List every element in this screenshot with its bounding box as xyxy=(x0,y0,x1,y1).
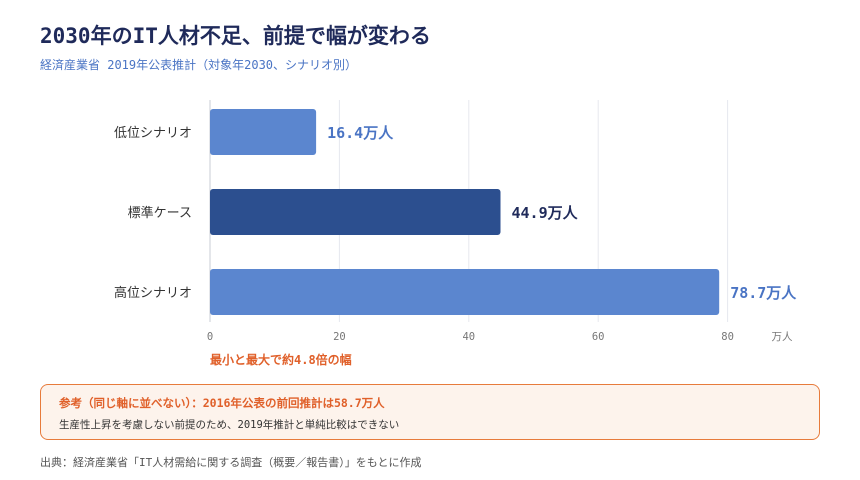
category-label: 高位シナリオ xyxy=(114,285,192,301)
data-label: 78.7万人 xyxy=(730,284,797,302)
page-subtitle: 経済産業省 2019年公表推計（対象年2030、シナリオ別） xyxy=(40,58,358,72)
x-axis-unit: 万人 xyxy=(772,331,793,343)
note-text: 生産性上昇を考慮しない前提のため、2019年推計と単純比較はできない xyxy=(59,419,400,431)
x-tick-label: 20 xyxy=(333,331,346,343)
reference-note: 参考（同じ軸に並べない）：2016年公表の前回推計は58.7万人 生産性上昇を考… xyxy=(40,384,820,440)
category-label: 標準ケース xyxy=(128,205,192,221)
data-label: 16.4万人 xyxy=(327,124,394,142)
x-tick-label: 60 xyxy=(592,331,605,343)
category-label: 低位シナリオ xyxy=(114,126,192,141)
data-label: 44.9万人 xyxy=(512,204,579,222)
note-title: 参考（同じ軸に並べない）：2016年公表の前回推計は58.7万人 xyxy=(59,396,385,410)
bar xyxy=(210,269,720,315)
bar xyxy=(210,189,501,235)
bar xyxy=(210,109,317,155)
source-credit: 出典：経済産業省「IT人材需給に関する調査（概要／報告書）」をもとに作成 xyxy=(40,456,422,469)
chart-annotation: 最小と最大で約4.8倍の幅 xyxy=(210,352,352,367)
x-tick-label: 0 xyxy=(207,331,213,343)
x-tick-label: 40 xyxy=(462,331,475,343)
x-tick-label: 80 xyxy=(721,331,734,343)
page-title: 2030年のIT人材不足、前提で幅が変わる xyxy=(40,24,431,48)
